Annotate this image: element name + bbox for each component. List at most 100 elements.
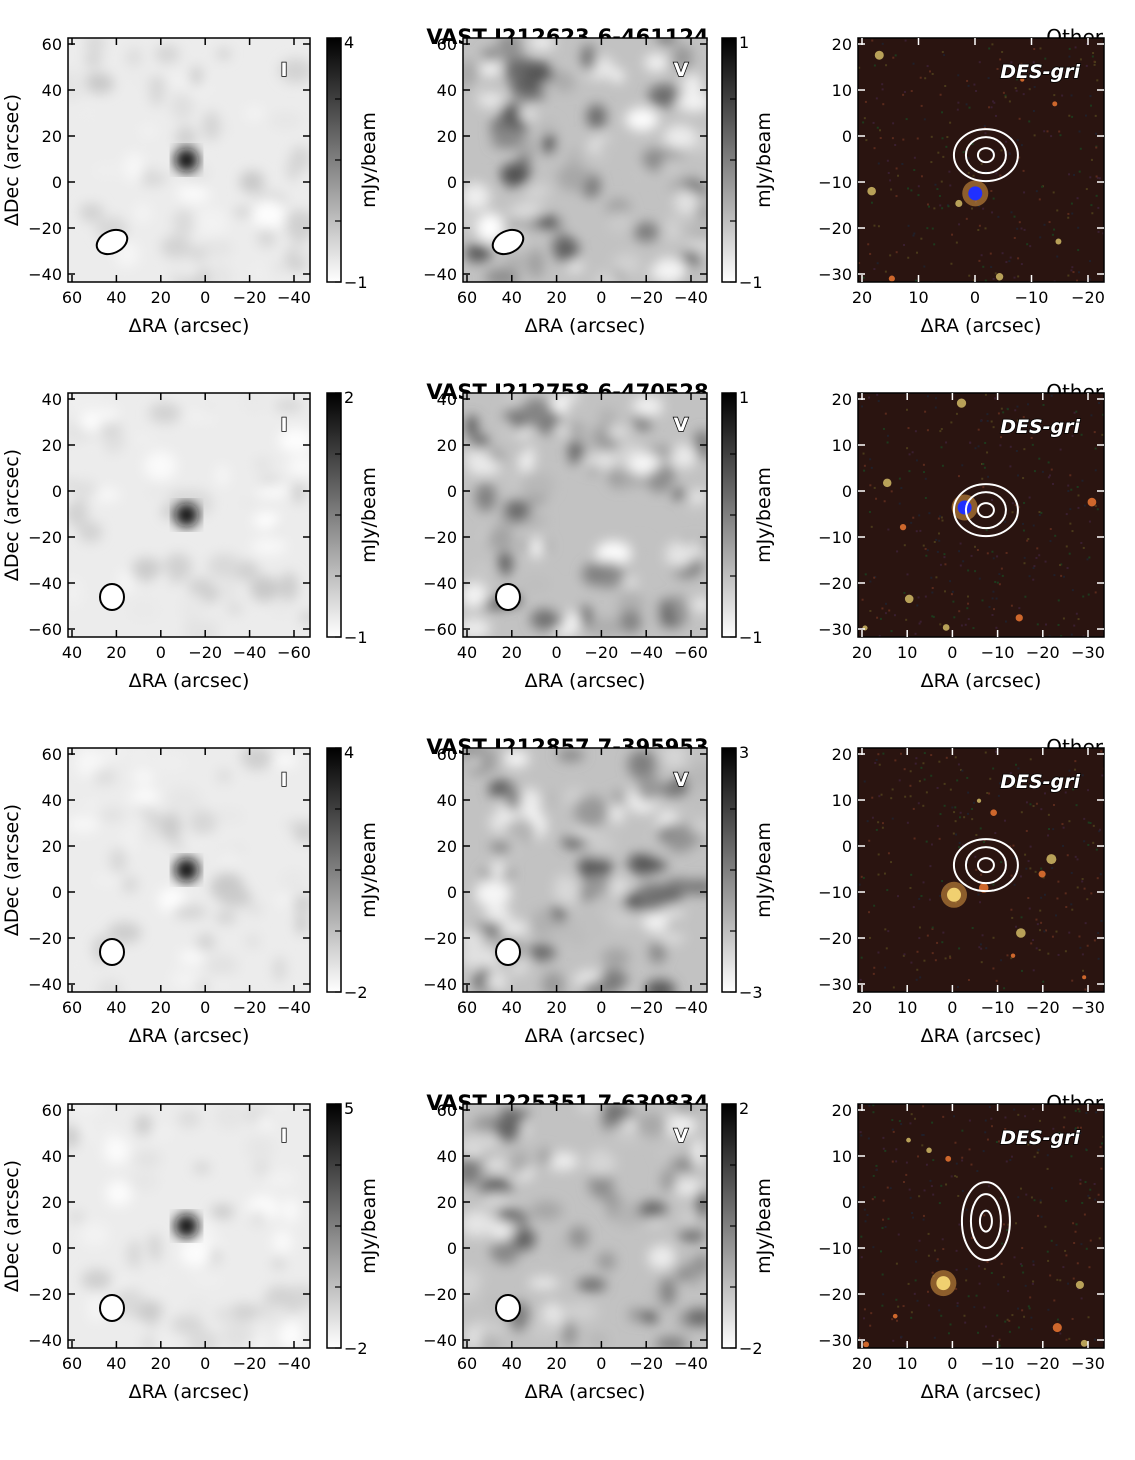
noise-blob [80, 439, 106, 452]
noise-pixel [943, 804, 946, 807]
noise-pixel [941, 51, 944, 54]
noise-pixel [869, 252, 872, 255]
noise-blob [204, 264, 234, 282]
x-tick-label: −20 [233, 288, 267, 307]
noise-pixel [1080, 433, 1083, 436]
noise-pixel [981, 477, 984, 480]
noise-blob [612, 253, 641, 275]
y-tick-label: 40 [437, 1147, 457, 1166]
noise-pixel [978, 1265, 981, 1268]
y-axis-label: ΔDec (arcsec) [1, 449, 23, 581]
noise-pixel [988, 106, 991, 109]
noise-pixel [1012, 844, 1015, 847]
noise-pixel [1036, 1151, 1039, 1154]
noise-pixel [1050, 394, 1053, 397]
noise-pixel [1095, 1111, 1098, 1114]
noise-blob [647, 1245, 677, 1271]
noise-pixel [1075, 612, 1078, 615]
noise-pixel [1024, 595, 1027, 598]
galaxy-core [936, 1276, 951, 1291]
noise-pixel [898, 779, 901, 782]
noise-blob [178, 951, 206, 963]
noise-pixel [1013, 276, 1016, 279]
noise-blob [463, 1210, 494, 1238]
noise-blob [545, 1152, 579, 1171]
noise-pixel [1067, 490, 1070, 493]
noise-pixel [1095, 146, 1098, 149]
noise-pixel [897, 1233, 900, 1236]
noise-blob [588, 1334, 608, 1346]
noise-pixel [885, 947, 888, 950]
x-axis-label: ΔRA (arcsec) [525, 315, 646, 337]
noise-pixel [996, 67, 999, 70]
y-tick-label: −40 [423, 975, 457, 994]
noise-pixel [891, 1318, 894, 1321]
noise-pixel [955, 1162, 958, 1165]
noise-pixel [920, 104, 923, 107]
noise-pixel [1064, 892, 1067, 895]
y-tick-label: −20 [28, 528, 62, 547]
x-ticks: 40 20 0 −20 −40 −60 [62, 393, 311, 662]
noise-pixel [895, 1262, 898, 1265]
noise-pixel [978, 205, 981, 208]
noise-pixel [912, 1216, 915, 1219]
noise-pixel [917, 802, 920, 805]
noise-blob [253, 458, 272, 471]
noise-pixel [941, 137, 944, 140]
noise-blob [81, 1269, 113, 1291]
star [1016, 928, 1026, 938]
noise-pixel [1050, 1187, 1053, 1190]
noise-pixel [984, 170, 987, 173]
noise-blob [673, 45, 693, 71]
galaxy-core [947, 887, 962, 902]
noise-pixel [959, 542, 962, 545]
noise-pixel [902, 954, 905, 957]
noise-pixel [1032, 61, 1035, 64]
noise-pixel [882, 103, 885, 106]
noise-pixel [922, 881, 925, 884]
noise-pixel [1057, 599, 1060, 602]
noise-blob [80, 1223, 109, 1247]
noise-pixel [1065, 1338, 1068, 1341]
noise-pixel [926, 203, 929, 206]
noise-pixel [949, 956, 952, 959]
noise-blob [75, 748, 105, 778]
noise-pixel [990, 189, 993, 192]
source-row: VAST J212857.7-395953 Other I 60 40 20 0 −20 −40… [0, 735, 1135, 1104]
noise-pixel [976, 1170, 979, 1173]
noise-pixel [956, 1305, 959, 1308]
noise-pixel [866, 1213, 869, 1216]
noise-pixel [973, 801, 976, 804]
noise-blob [644, 607, 661, 620]
noise-pixel [984, 1131, 987, 1134]
noise-blob [170, 393, 188, 403]
noise-pixel [980, 873, 983, 876]
y-tick-label: 20 [832, 35, 852, 54]
x-ticks: 20 10 0 −10 −20 [852, 38, 1105, 307]
noise-pixel [1054, 534, 1057, 537]
noise-pixel [1013, 1256, 1016, 1259]
noise-pixel [936, 941, 939, 944]
noise-pixel [871, 796, 874, 799]
noise-pixel [879, 129, 882, 132]
noise-pixel [1040, 511, 1043, 514]
noise-pixel [1020, 227, 1023, 230]
noise-pixel [949, 955, 952, 958]
x-axis-label: ΔRA (arcsec) [921, 315, 1042, 337]
stars [941, 798, 1087, 980]
noise-pixel [895, 251, 898, 254]
source-row: VAST J212758.6-470528 Other I 40 20 0 −20 −40 −6… [0, 380, 1135, 749]
noise-pixel [1042, 876, 1045, 879]
noise-blob [648, 445, 675, 459]
noise-pixel [890, 861, 893, 864]
noise-pixel [1093, 63, 1096, 66]
noise-pixel [1009, 465, 1012, 468]
noise-blob [519, 472, 555, 498]
noise-pixel [1060, 563, 1063, 566]
noise-pixel [1061, 844, 1064, 847]
noise-pixel [937, 151, 940, 154]
noise-pixel [908, 1188, 911, 1191]
noise-pixel [1015, 449, 1018, 452]
noise-blob [164, 553, 193, 580]
